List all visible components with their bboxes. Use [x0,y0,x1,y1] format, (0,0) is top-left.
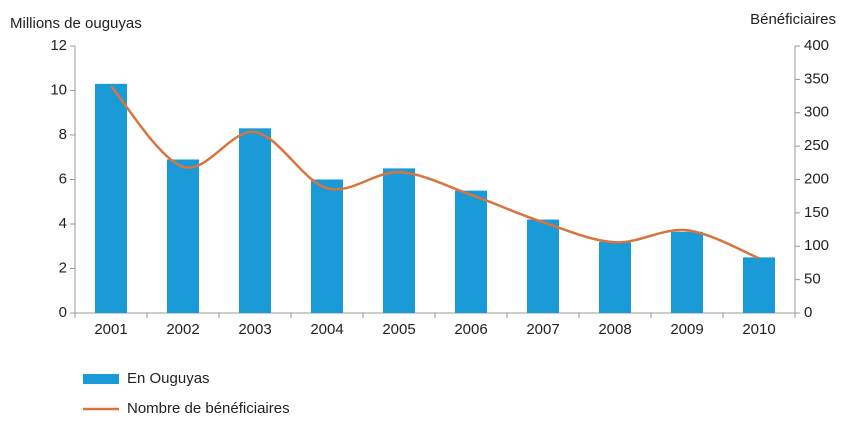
y-tick-label: 12 [50,37,67,54]
y-tick-label: 0 [59,304,67,321]
bar [239,128,271,313]
y2-axis-label: Bénéficiaires [750,11,836,28]
bar [383,168,415,313]
bar [599,241,631,313]
bar [671,231,703,313]
y2-tick-label: 300 [804,104,829,121]
y2-tick-label: 150 [804,204,829,221]
bar [743,257,775,313]
x-tick-label: 2007 [526,321,559,338]
x-tick-label: 2005 [382,321,415,338]
y-tick-label: 4 [59,215,67,232]
x-tick-label: 2003 [238,321,271,338]
x-tick-label: 2009 [670,321,703,338]
x-tick-label: 2002 [166,321,199,338]
y-tick-label: 6 [59,170,67,187]
y-tick-label: 8 [59,126,67,143]
legend-label: En Ouguyas [127,370,210,387]
y-tick-label: 10 [50,81,67,98]
x-tick-label: 2010 [742,321,775,338]
y2-tick-label: 50 [804,271,821,288]
bar [95,83,127,313]
x-tick-label: 2001 [94,321,127,338]
x-tick-label: 2004 [310,321,343,338]
bar [455,190,487,313]
y2-tick-label: 100 [804,237,829,254]
y2-tick-label: 400 [804,37,829,54]
y-tick-label: 2 [59,259,67,276]
line [110,85,760,260]
legend-label: Nombre de bénéficiaires [127,400,290,417]
bar [167,159,199,313]
bar [527,219,559,313]
x-tick-label: 2008 [598,321,631,338]
x-tick-label: 2006 [454,321,487,338]
y2-tick-label: 200 [804,170,829,187]
y-axis-label: Millions de ouguyas [10,15,142,32]
y2-tick-label: 350 [804,70,829,87]
legend-swatch [83,374,119,384]
y2-tick-label: 250 [804,137,829,154]
y2-tick-label: 0 [804,304,812,321]
bar [311,179,343,313]
